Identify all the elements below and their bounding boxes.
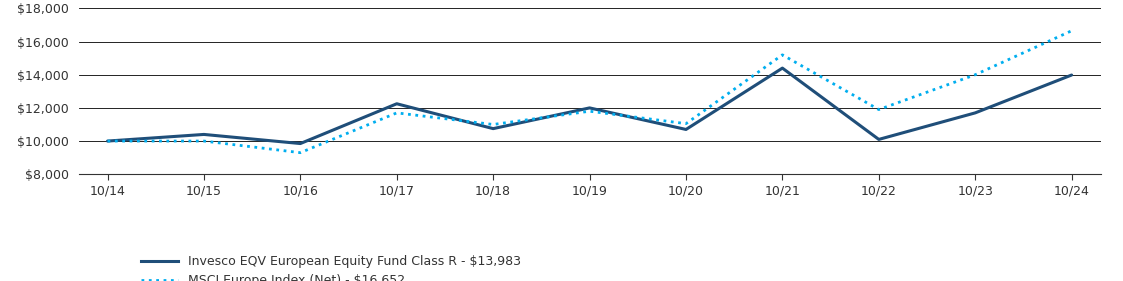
Legend: Invesco EQV European Equity Fund Class R - $13,983, MSCI Europe Index (Net) - $1: Invesco EQV European Equity Fund Class R… bbox=[136, 250, 527, 281]
